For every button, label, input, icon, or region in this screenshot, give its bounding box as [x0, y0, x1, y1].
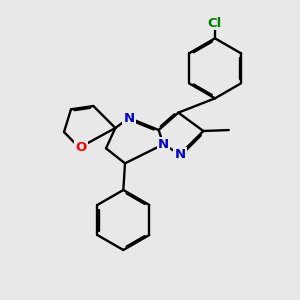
Text: O: O [75, 141, 86, 154]
Text: N: N [123, 112, 135, 124]
Text: N: N [158, 138, 169, 151]
Text: Cl: Cl [208, 17, 222, 30]
Text: N: N [174, 148, 186, 161]
